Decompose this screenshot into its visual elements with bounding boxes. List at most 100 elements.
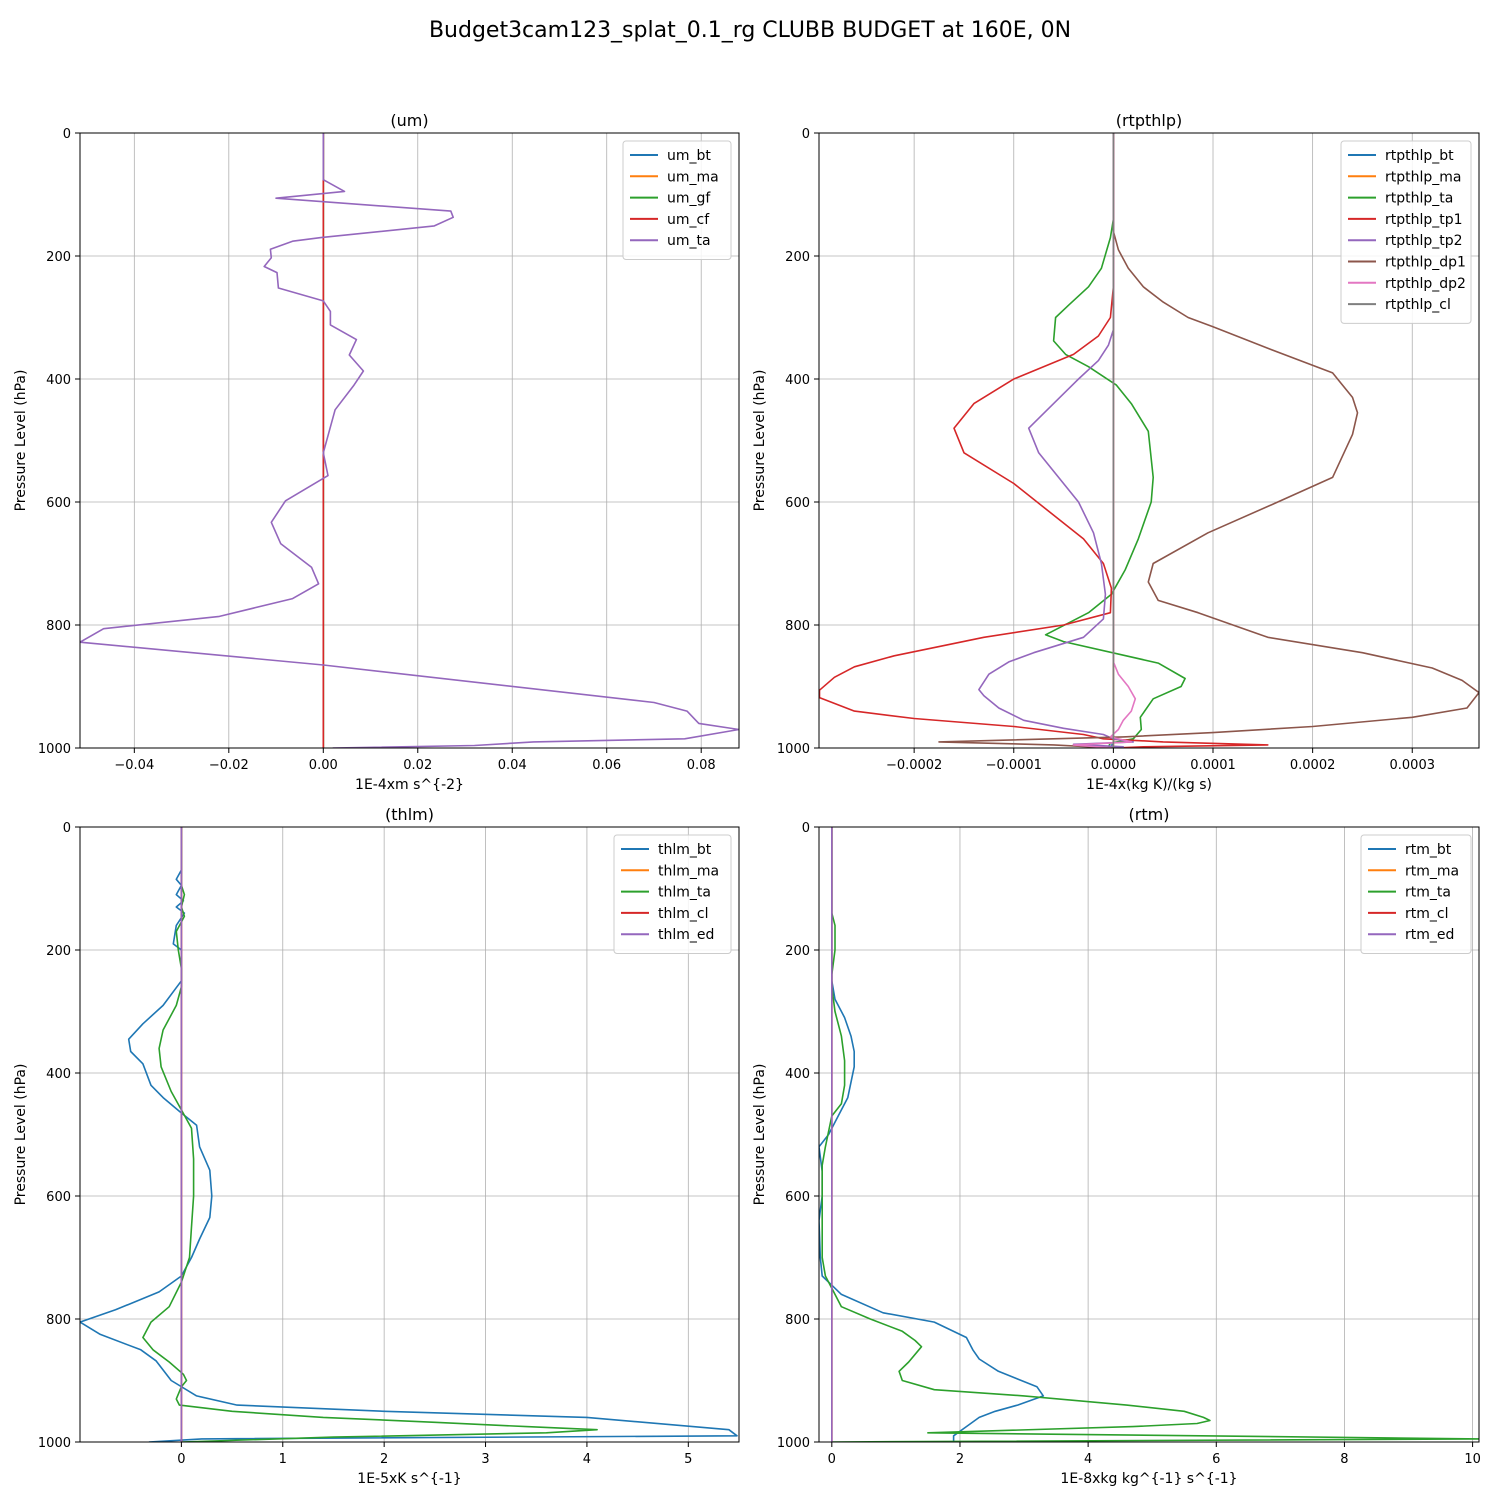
x-tick-label: 2: [956, 1452, 964, 1467]
x-tick-label: 10: [1464, 1452, 1481, 1467]
panel-rtpthlp: −0.0002 −0.0001 0.0000 0.0001 0.0002 0.0003 0 2…: [752, 111, 1480, 793]
legend-label: rtpthlp_dp2: [1385, 276, 1466, 292]
legend-label: um_bt: [667, 148, 711, 164]
legend-box: [1340, 140, 1472, 324]
x-tick-label: 0.0000: [1091, 758, 1137, 773]
y-tick-label: 200: [785, 250, 810, 265]
panel-thlm: 0 1 2 3 4 5 0 200 400 600 800 1000 (thlm) 1E-5xK s^{-…: [13, 805, 740, 1487]
legend-label: rtpthlp_bt: [1385, 148, 1454, 164]
figure-title: Budget3cam123_splat_0.1_rg CLUBB BUDGET …: [429, 18, 1071, 43]
x-tick-label: −0.04: [114, 758, 154, 773]
plot-frame: [79, 826, 740, 1443]
legend-label: thlm_cl: [658, 906, 708, 922]
y-tick-label: 0: [802, 127, 810, 142]
x-tick-label: −0.0002: [886, 758, 942, 773]
legend-box: [613, 834, 732, 954]
legend-box: [1360, 834, 1472, 954]
x-tick-label: 4: [1084, 1452, 1092, 1467]
x-tick-label: −0.02: [209, 758, 249, 773]
legend-label: rtpthlp_tp2: [1385, 233, 1463, 249]
legend-label: um_ta: [667, 233, 711, 249]
plot-frame: [818, 132, 1480, 749]
series-line-rtpthlp_ta: [1044, 133, 1186, 748]
x-tick-label: 8: [1340, 1452, 1348, 1467]
legend-label: um_gf: [667, 191, 711, 207]
series-line-rtpthlp_dp1: [938, 133, 1479, 748]
panel-title: (thlm): [385, 805, 434, 824]
y-tick-label: 400: [46, 373, 71, 388]
series-line-thlm_bt: [80, 827, 738, 1442]
plot-frame: [79, 132, 740, 749]
series-line-rtm_ta: [821, 827, 1479, 1442]
y-tick-label: 800: [46, 619, 71, 634]
x-tick-label: 0: [828, 1452, 836, 1467]
y-tick-label: 200: [46, 250, 71, 265]
x-tick-label: 0.08: [687, 758, 716, 773]
x-tick-label: 0.00: [309, 758, 338, 773]
x-tick-label: 0.04: [498, 758, 527, 773]
legend-label: rtpthlp_cl: [1385, 297, 1451, 313]
x-tick-label: 6: [1212, 1452, 1220, 1467]
x-tick-label: 2: [380, 1452, 388, 1467]
y-tick-label: 1000: [777, 742, 810, 757]
y-tick-label: 800: [46, 1313, 71, 1328]
y-tick-label: 400: [785, 1067, 810, 1082]
x-tick-label: 0.0003: [1390, 758, 1436, 773]
series-line-rtpthlp_dp2: [1072, 133, 1137, 748]
x-tick-label: 0: [177, 1452, 185, 1467]
y-tick-label: 200: [46, 944, 71, 959]
legend-box: [622, 140, 732, 260]
y-tick-label: 0: [63, 821, 71, 836]
x-tick-label: 0.06: [592, 758, 621, 773]
y-tick-label: 1000: [38, 742, 71, 757]
x-axis-label: 1E-5xK s^{-1}: [357, 1471, 461, 1487]
legend-label: rtm_bt: [1405, 842, 1452, 858]
y-tick-label: 600: [785, 496, 810, 511]
y-tick-label: 200: [785, 944, 810, 959]
y-tick-label: 0: [63, 127, 71, 142]
legend-label: rtpthlp_tp1: [1385, 212, 1463, 228]
x-tick-label: 0.0002: [1290, 758, 1336, 773]
y-tick-label: 600: [46, 496, 71, 511]
y-axis-label: Pressure Level (hPa): [752, 1064, 768, 1206]
x-tick-label: 4: [583, 1452, 591, 1467]
y-tick-label: 600: [785, 1190, 810, 1205]
y-axis-label: Pressure Level (hPa): [13, 370, 29, 512]
y-tick-label: 800: [785, 1313, 810, 1328]
y-tick-label: 800: [785, 619, 810, 634]
y-tick-label: 600: [46, 1190, 71, 1205]
panel-rtm: 0 2 4 6 8 10 0 200 400 600 800 1000 (rtm) 1E-8xkg kg^…: [752, 805, 1481, 1487]
plot-frame: [818, 826, 1480, 1443]
series-line-rtpthlp_tp2: [978, 133, 1135, 748]
y-tick-label: 1000: [38, 1436, 71, 1451]
legend-label: rtm_ed: [1405, 927, 1454, 943]
legend-label: um_ma: [667, 169, 719, 185]
x-tick-label: 0.0001: [1190, 758, 1236, 773]
series-line-rtpthlp_tp1: [819, 133, 1269, 748]
y-tick-label: 400: [785, 373, 810, 388]
y-axis-label: Pressure Level (hPa): [13, 1064, 29, 1206]
panel-title: (rtm): [1129, 805, 1170, 824]
legend-label: thlm_ta: [658, 885, 711, 901]
legend-label: rtm_ta: [1405, 885, 1451, 901]
x-axis-label: 1E-4xm s^{-2}: [355, 777, 464, 793]
panel-title: (rtpthlp): [1116, 111, 1183, 130]
y-tick-label: 0: [802, 821, 810, 836]
panel-um: −0.04 −0.02 0.00 0.02 0.04 0.06 0.08 0 200 400 600…: [13, 111, 740, 793]
x-tick-label: 3: [481, 1452, 489, 1467]
panel-title: (um): [390, 111, 428, 130]
legend-label: thlm_ed: [658, 927, 714, 943]
legend-label: rtpthlp_ta: [1385, 191, 1453, 207]
series-line-thlm_ta: [142, 827, 598, 1442]
x-axis-label: 1E-4x(kg K)/(kg s): [1086, 777, 1212, 793]
legend-label: thlm_ma: [658, 863, 719, 879]
legend-label: rtpthlp_ma: [1385, 169, 1462, 185]
legend-label: um_cf: [667, 212, 710, 228]
y-tick-label: 400: [46, 1067, 71, 1082]
x-tick-label: 1: [279, 1452, 287, 1467]
legend-label: rtm_cl: [1405, 906, 1448, 922]
x-tick-label: −0.0001: [986, 758, 1042, 773]
legend-label: rtpthlp_dp1: [1385, 255, 1466, 271]
legend-label: thlm_bt: [658, 842, 712, 858]
